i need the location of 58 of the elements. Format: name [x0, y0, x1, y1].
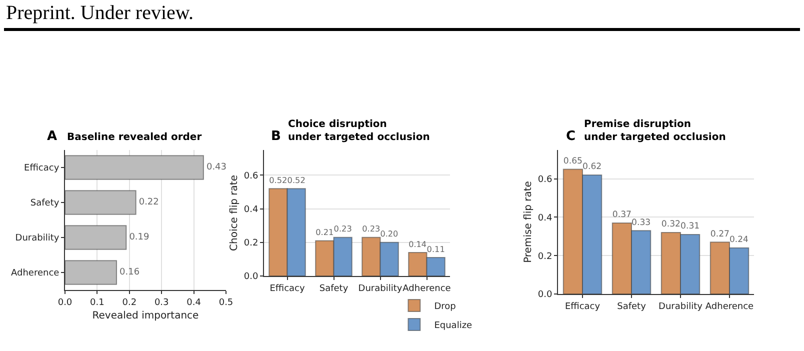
y-tick-label: Adherence	[11, 268, 60, 279]
y-tick-label: Efficacy	[24, 164, 60, 174]
x-tick-label: Durability	[658, 302, 704, 312]
y-tick-label: 0.4	[538, 213, 552, 224]
y-tick-label: Safety	[30, 198, 60, 209]
chart-title: Premise disruption under targeted occlusion	[584, 119, 726, 143]
data-label: 0.23	[334, 224, 352, 234]
x-tick-label: 0.2	[122, 298, 137, 308]
legend-label: Drop	[434, 302, 456, 312]
y-axis-title: Choice flip rate	[228, 175, 240, 251]
text: Preprint. Under review.	[6, 2, 194, 25]
x-tick-label: Safety	[617, 302, 647, 312]
chart-title: Baseline revealed order	[67, 132, 202, 143]
x-tick-label: Adherence	[402, 284, 452, 294]
data-label: 0.14	[408, 240, 426, 249]
legend-label: Equalize	[434, 321, 473, 332]
x-tick-label: Efficacy	[564, 302, 601, 312]
x-tick-label: 0.1	[90, 298, 104, 308]
data-label: 0.65	[563, 156, 582, 166]
y-axis-title: Premise flip rate	[522, 181, 534, 263]
data-label: 0.52	[269, 174, 288, 185]
data-label: 0.43	[206, 162, 227, 172]
y-tick-label: 0.2	[244, 238, 258, 249]
y-tick-label: 0.0	[244, 272, 258, 282]
x-tick-label: Efficacy	[270, 284, 306, 294]
data-label: 0.19	[129, 232, 150, 242]
x-tick-label: Safety	[319, 284, 349, 294]
chart-title: Choice disruption under targeted occlusion	[288, 119, 430, 143]
data-label: 0.52	[287, 174, 306, 185]
x-tick-label: Adherence	[705, 302, 754, 312]
y-tick-label: 0.6	[244, 171, 258, 182]
data-label: 0.27	[710, 229, 730, 240]
data-label: 0.31	[680, 222, 700, 232]
y-tick-label: 0.2	[538, 252, 552, 262]
x-tick-label: 0.4	[186, 298, 202, 308]
data-label: 0.37	[612, 210, 632, 220]
data-label: 0.11	[426, 244, 445, 254]
y-tick-label: Durability	[15, 234, 60, 244]
data-label: 0.22	[138, 198, 159, 208]
text: C	[566, 129, 576, 144]
data-label: 0.24	[730, 234, 748, 244]
x-tick-label: 0.0	[58, 298, 72, 308]
data-label: 0.33	[632, 218, 651, 228]
y-tick-label: 0.4	[244, 204, 258, 215]
text: B	[271, 129, 281, 144]
data-label: 0.32	[661, 220, 680, 230]
x-tick-label: 0.3	[154, 298, 169, 308]
data-label: 0.62	[582, 162, 602, 172]
data-label: 0.21	[316, 227, 334, 238]
y-tick-label: 0.0	[538, 290, 552, 300]
x-axis-title: Revealed importance	[92, 310, 199, 322]
data-label: 0.23	[362, 224, 380, 234]
data-label: 0.16	[120, 268, 140, 278]
y-tick-label: 0.6	[538, 174, 552, 185]
x-tick-label: Durability	[358, 284, 403, 294]
x-tick-label: 0.5	[218, 298, 234, 308]
text: A	[47, 129, 58, 144]
data-label: 0.20	[380, 230, 398, 239]
